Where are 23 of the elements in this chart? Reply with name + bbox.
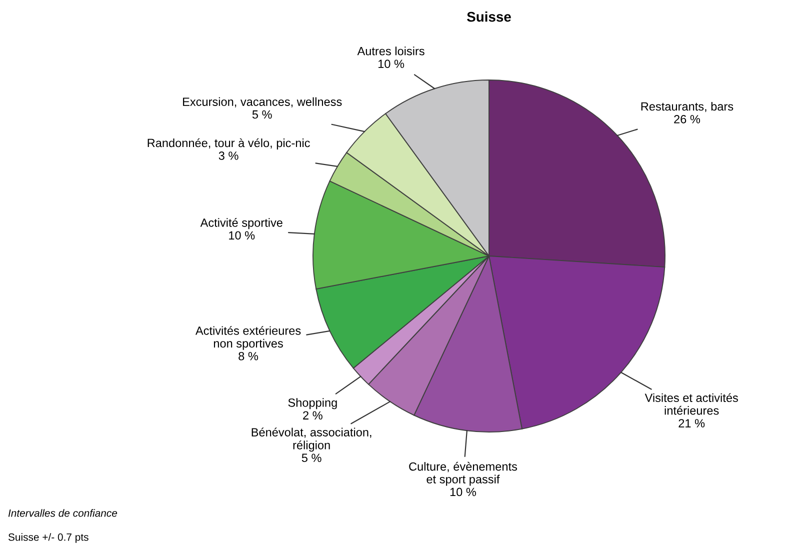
data-label: 3 %	[218, 152, 238, 160]
data-label: 10 %	[378, 60, 404, 68]
slice-label: Activités extérieures non sportives	[195, 326, 301, 350]
slice-label: Activité sportive	[200, 218, 282, 230]
text: Suisse +/- 0.7 pts	[8, 533, 88, 543]
slice-label: Excursion, vacances, wellness	[183, 97, 342, 108]
slice-label: Autres loisirs	[357, 46, 424, 56]
slice-label: Randonnée, tour à vélo, pic-nic	[148, 138, 310, 150]
slice-label: Restaurants, bars	[641, 102, 734, 112]
slice-label: Bénévolat, association, réligion	[252, 428, 372, 452]
data-label: 2 %	[303, 411, 322, 420]
data-label: 5 %	[252, 110, 272, 119]
data-label: 10 %	[229, 231, 255, 240]
text: Intervalles de confiance	[8, 509, 118, 517]
data-label: 5 %	[302, 454, 322, 462]
data-label: 21 %	[678, 419, 705, 428]
data-label: 26 %	[674, 115, 700, 124]
slice-label: Shopping	[288, 398, 337, 410]
slice-label: Culture, évènements et sport passif	[409, 462, 518, 486]
slice-label: Visites et activités intérieures	[644, 393, 738, 415]
chart-title: Suisse	[467, 12, 511, 22]
data-label: 8 %	[238, 352, 258, 360]
data-label: 10 %	[450, 488, 476, 496]
